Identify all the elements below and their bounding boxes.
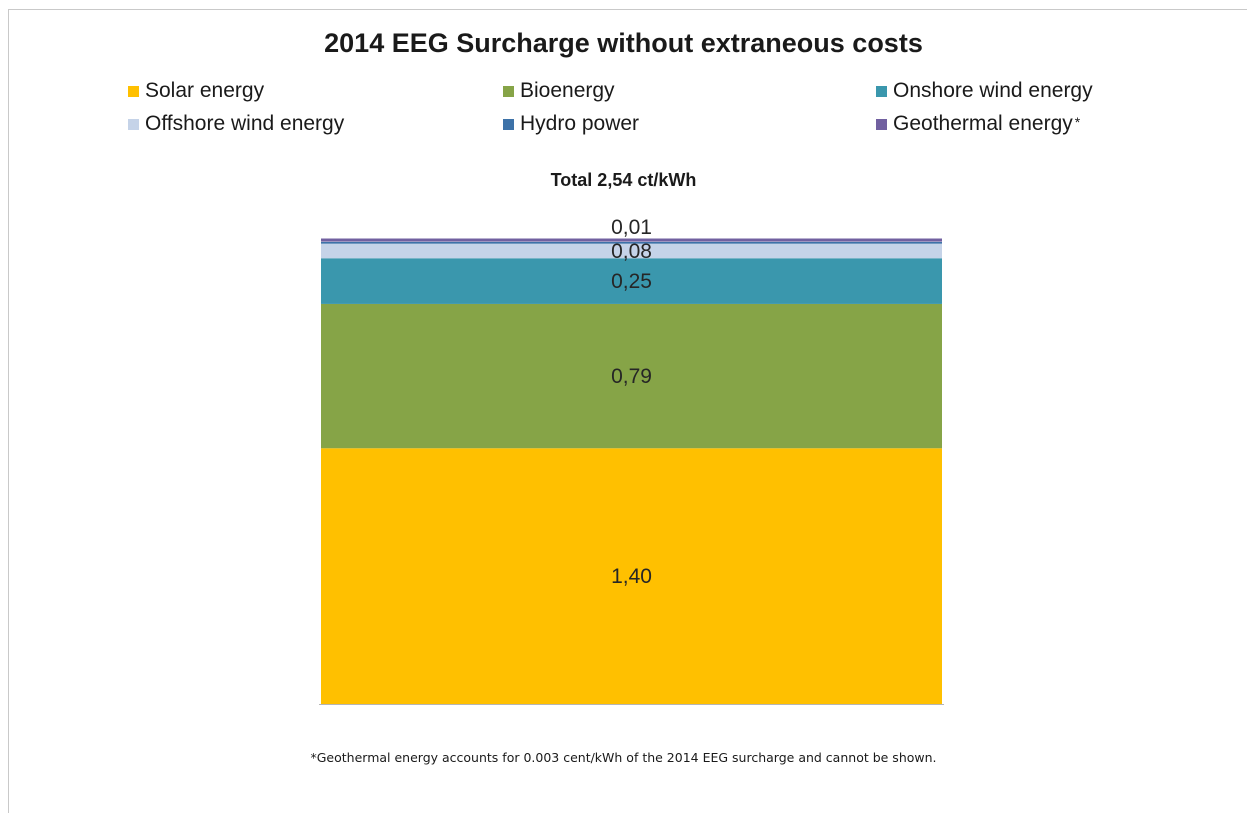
- chart-title: 2014 EEG Surcharge without extraneous co…: [324, 28, 923, 58]
- bar-segment: [321, 258, 942, 304]
- data-label: 0,08: [611, 240, 652, 263]
- data-label: 0,79: [611, 365, 652, 388]
- legend-item: Offshore wind energy: [128, 112, 344, 136]
- plot-area: 1,40 0,79 0,25 0,080,01: [319, 216, 944, 705]
- bar-segment: [321, 243, 942, 259]
- legend-label: Onshore wind energy: [893, 79, 1093, 102]
- legend-item: Bioenergy: [503, 79, 615, 103]
- bar-segment: [321, 303, 942, 449]
- legend-label: Geothermal energy: [893, 112, 1073, 135]
- chart-frame: [8, 9, 1247, 813]
- legend-label: Bioenergy: [520, 79, 615, 102]
- legend-swatch: [503, 118, 514, 130]
- legend-swatch: [128, 118, 139, 130]
- bar-segment: [321, 241, 942, 242]
- bar-segment: [321, 448, 942, 704]
- legend-label: Offshore wind energy: [145, 112, 345, 135]
- legend-footnote-marker: *: [1074, 114, 1081, 130]
- legend: Solar energy Bioenergy Onshore wind energy…: [0, 76, 1247, 146]
- bar-segment-top-edge: [321, 238, 942, 241]
- legend-item: Hydro power: [503, 112, 639, 136]
- legend-swatch: [128, 85, 139, 97]
- data-label: 1,40: [611, 565, 652, 588]
- data-label: 0,25: [611, 270, 652, 293]
- data-label: 0,01: [611, 216, 652, 239]
- legend-swatch: [876, 85, 887, 97]
- legend-label: Hydro power: [520, 112, 640, 135]
- bar-segment: [321, 241, 942, 244]
- legend-swatch: [876, 118, 887, 130]
- legend-swatch: [503, 85, 514, 97]
- chart-subtitle: Total 2,54 ct/kWh: [550, 170, 697, 190]
- footnote: *Geothermal energy accounts for 0.003 ce…: [310, 750, 937, 765]
- legend-item: Geothermal energy *: [876, 112, 1080, 136]
- legend-label: Solar energy: [145, 79, 265, 102]
- legend-item: Solar energy: [128, 79, 264, 103]
- legend-item: Onshore wind energy: [876, 79, 1093, 103]
